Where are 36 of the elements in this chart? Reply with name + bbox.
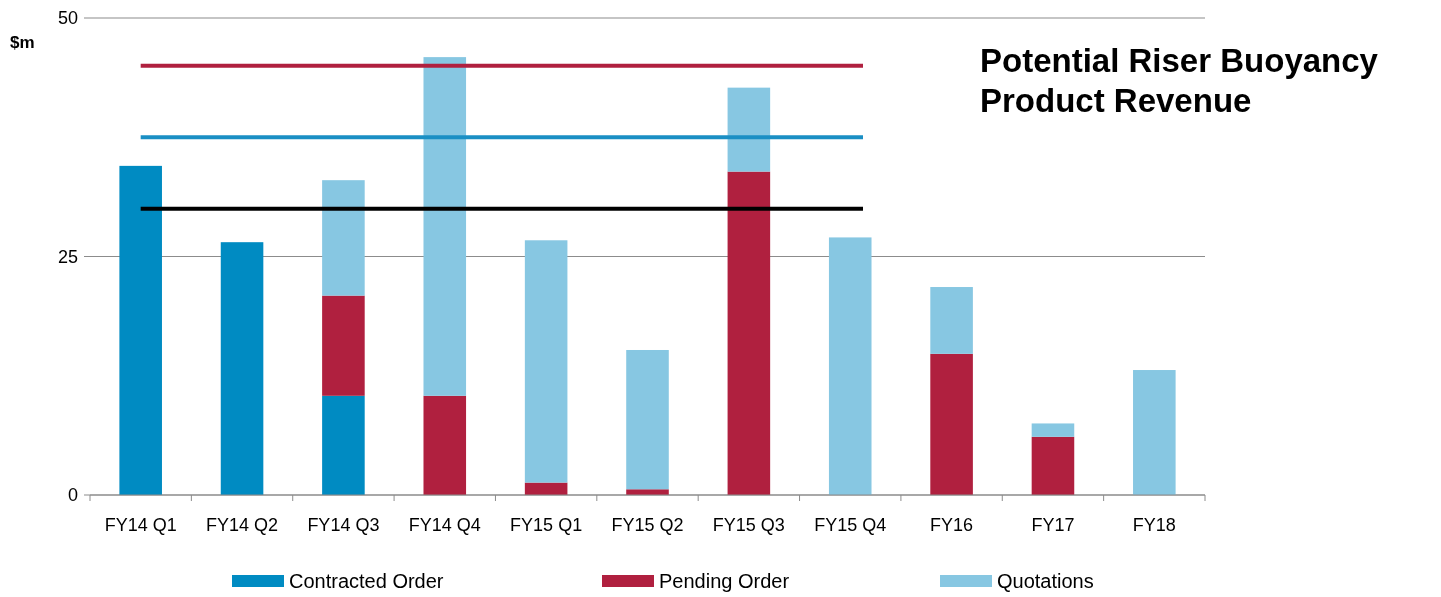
bar (322, 395, 365, 495)
x-tick-label: FY15 Q3 (712, 515, 785, 535)
bar (322, 180, 365, 296)
x-tick-label: FY17 (1031, 515, 1075, 535)
x-tick-label: FY14 Q2 (206, 515, 279, 535)
bar (423, 395, 467, 495)
y-tick-label: 50 (57, 8, 78, 28)
legend-label: Pending Order (659, 570, 790, 592)
bar (119, 165, 162, 495)
y-tick-label: 25 (57, 246, 78, 267)
bar (626, 349, 669, 490)
bar (930, 353, 973, 495)
legend-label: Quotations (997, 570, 1094, 592)
bar (322, 295, 365, 396)
legend-label: Contracted Order (289, 570, 444, 592)
x-tick-label: FY15 Q2 (611, 515, 684, 535)
bar (524, 240, 568, 483)
bar (1133, 370, 1176, 495)
y-tick-label: 0 (67, 485, 78, 505)
bar (1031, 436, 1075, 495)
bar (1031, 423, 1075, 437)
y-axis-title: $m (10, 33, 35, 52)
bar (828, 237, 872, 495)
x-tick-label: FY14 Q3 (307, 515, 380, 535)
bar (727, 171, 771, 495)
bar (220, 242, 264, 495)
bar (930, 287, 973, 354)
x-tick-label: FY18 (1132, 515, 1176, 535)
x-tick-label: FY14 Q4 (408, 515, 481, 535)
x-tick-label: FY16 (930, 515, 974, 535)
text: Potential Riser Buoyancy Product Revenue (980, 42, 1379, 119)
bar (423, 57, 467, 396)
x-tick-label: FY15 Q1 (510, 515, 583, 535)
bar (727, 87, 771, 172)
x-tick-label: FY15 Q4 (814, 515, 887, 535)
x-tick-label: FY14 Q1 (104, 515, 177, 535)
